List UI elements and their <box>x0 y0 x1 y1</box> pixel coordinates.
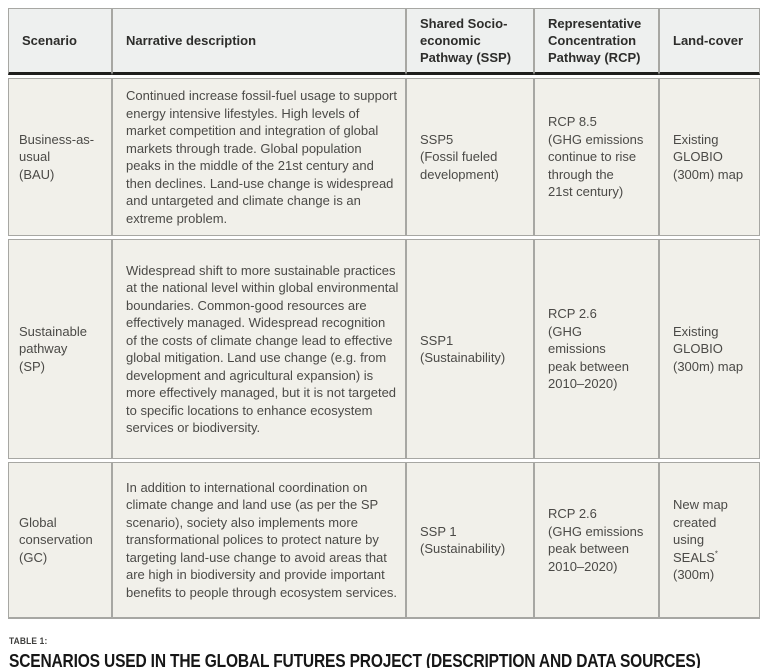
bau-rcp-note: (GHG emissions continue to rise through … <box>548 131 644 200</box>
bau-rcp-code: RCP 8.5 <box>548 114 597 130</box>
sp-ssp-code: SSP1 <box>420 332 454 348</box>
gc-narrative-cell: In addition to international coordinatio… <box>112 462 406 619</box>
sp-scenario-cell: Sustainable pathway (SP) <box>8 239 112 459</box>
table-row-bau: Business-as-usual (BAU) Continued increa… <box>8 78 760 236</box>
table-caption-kicker: TABLE 1: <box>9 636 48 647</box>
header-ssp: Shared Socio-economic Pathway (SSP) <box>406 8 534 75</box>
bau-land-cover-text: Existing GLOBIO (300m) map <box>673 131 744 182</box>
table-row-sp: Sustainable pathway (SP) Widespread shif… <box>8 239 760 459</box>
bau-ssp-note: (Fossil fueled development) <box>420 149 499 182</box>
bau-ssp-code: SSP5 <box>420 131 454 147</box>
gc-ssp-cell: SSP 1 (Sustainability) <box>406 462 534 619</box>
table-header-row: Scenario Narrative description Shared So… <box>8 8 760 75</box>
sp-ssp-note: (Sustainability) <box>420 350 506 365</box>
gc-land-cover-cell: New map created using SEALS* (300m) <box>659 462 760 619</box>
gc-ssp-code: SSP 1 <box>420 523 457 539</box>
gc-ssp-note: (Sustainability) <box>420 541 506 556</box>
gc-land-cover-text: New map created using SEALS <box>673 497 728 565</box>
gc-rcp-cell: RCP 2.6 (GHG emissions peak between 2010… <box>534 462 659 619</box>
bau-ssp-cell: SSP5 (Fossil fueled development) <box>406 78 534 236</box>
gc-rcp-note: (GHG emissions peak between 2010–2020) <box>548 523 644 574</box>
table-caption: TABLE 1: SCENARIOS USED IN THE GLOBAL FU… <box>8 631 760 668</box>
gc-land-cover-sup: * <box>714 549 718 559</box>
bau-land-cover-cell: Existing GLOBIO (300m) map <box>659 78 760 236</box>
scenarios-table: Scenario Narrative description Shared So… <box>8 5 760 622</box>
sp-rcp-code: RCP 2.6 <box>548 306 597 322</box>
sp-land-cover-text: Existing GLOBIO (300m) map <box>673 323 744 374</box>
sp-rcp-cell: RCP 2.6 (GHG emissions peak between 2010… <box>534 239 659 459</box>
table-row-gc: Global conservation (GC) In addition to … <box>8 462 760 619</box>
bau-scenario-cell: Business-as-usual (BAU) <box>8 78 112 236</box>
gc-land-cover-tail: (300m) <box>673 567 715 583</box>
header-narrative-description: Narrative description <box>112 8 406 75</box>
header-scenario: Scenario <box>8 8 112 75</box>
sp-land-cover-cell: Existing GLOBIO (300m) map <box>659 239 760 459</box>
header-land-cover: Land-cover <box>659 8 760 75</box>
gc-rcp-code: RCP 2.6 <box>548 506 597 521</box>
sp-rcp-note: (GHG emissions peak between 2010–2020) <box>548 323 629 392</box>
bau-narrative-cell: Continued increase fossil-fuel usage to … <box>112 78 406 236</box>
bau-rcp-cell: RCP 8.5 (GHG emissions continue to rise … <box>534 78 659 236</box>
sp-narrative-cell: Widespread shift to more sustainable pra… <box>112 239 406 459</box>
table-caption-title: SCENARIOS USED IN THE GLOBAL FUTURES PRO… <box>9 650 701 668</box>
header-rcp: Representative Concentration Pathway (RC… <box>534 8 659 75</box>
gc-scenario-cell: Global conservation (GC) <box>8 462 112 619</box>
sp-ssp-cell: SSP1 (Sustainability) <box>406 239 534 459</box>
